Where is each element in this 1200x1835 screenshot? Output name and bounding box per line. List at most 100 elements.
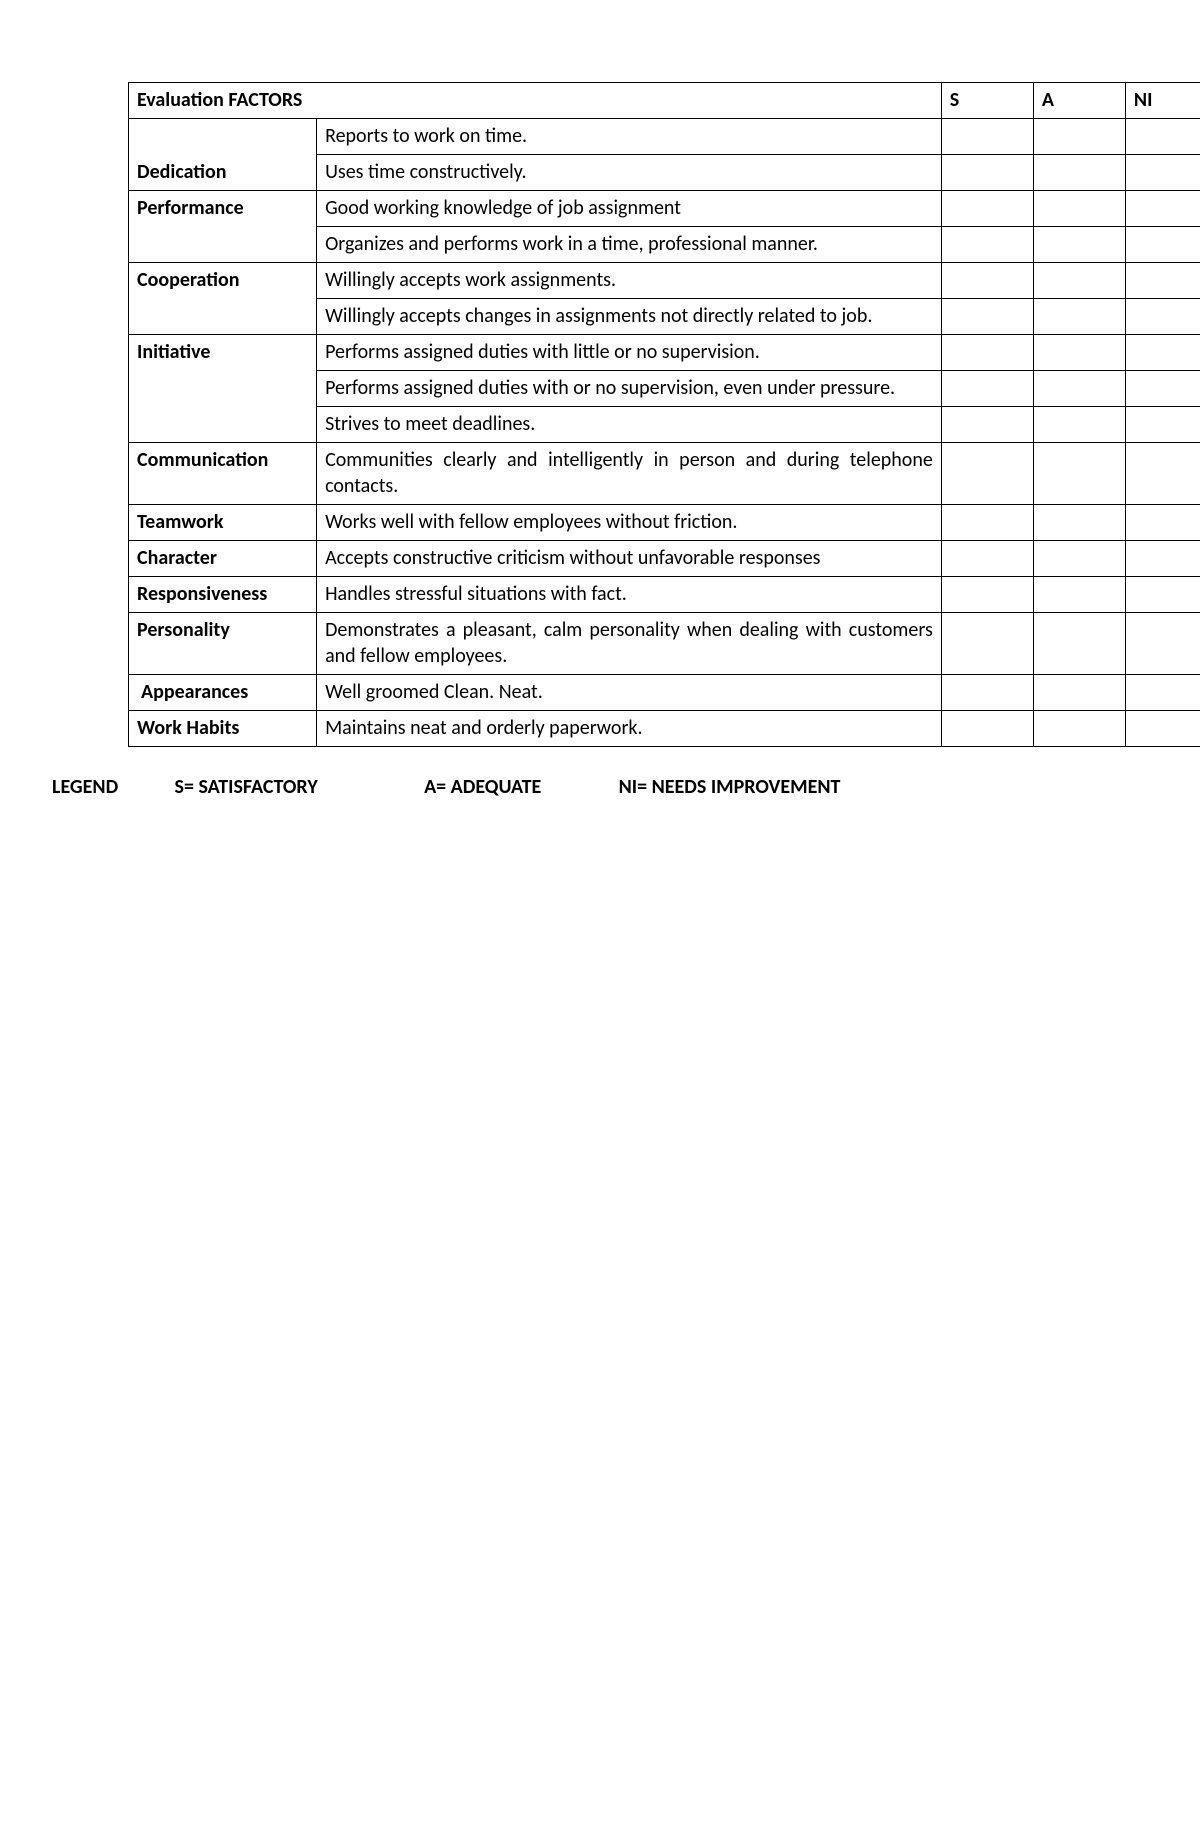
legend-s: S= SATISFACTORY <box>175 775 420 799</box>
rating-s-cell[interactable] <box>941 675 1033 711</box>
rating-s-cell[interactable] <box>941 263 1033 299</box>
factor-cell: Dedication <box>129 155 317 191</box>
factor-cell: Work Habits <box>129 711 317 747</box>
description-cell: Handles stressful situations with fact. <box>317 577 942 613</box>
description-cell: Communities clearly and intelligently in… <box>317 443 942 505</box>
rating-s-cell[interactable] <box>941 505 1033 541</box>
rating-a-cell[interactable] <box>1033 263 1125 299</box>
factor-cell: Communication <box>129 443 317 505</box>
rating-a-cell[interactable] <box>1033 711 1125 747</box>
table-row: InitiativePerforms assigned duties with … <box>129 335 1200 371</box>
description-cell: Maintains neat and orderly paperwork. <box>317 711 942 747</box>
rating-a-cell[interactable] <box>1033 443 1125 505</box>
rating-s-cell[interactable] <box>941 407 1033 443</box>
description-cell: Well groomed Clean. Neat. <box>317 675 942 711</box>
table-row: DedicationUses time constructively. <box>129 155 1200 191</box>
rating-ni-cell[interactable] <box>1125 577 1200 613</box>
rating-ni-cell[interactable] <box>1125 227 1200 263</box>
table-row: ResponsivenessHandles stressful situatio… <box>129 577 1200 613</box>
description-cell: Performs assigned duties with or no supe… <box>317 371 942 407</box>
description-cell: Strives to meet deadlines. <box>317 407 942 443</box>
description-cell: Performs assigned duties with little or … <box>317 335 942 371</box>
rating-ni-cell[interactable] <box>1125 371 1200 407</box>
rating-s-cell[interactable] <box>941 335 1033 371</box>
rating-s-cell[interactable] <box>941 371 1033 407</box>
description-cell: Willingly accepts changes in assignments… <box>317 299 942 335</box>
rating-a-cell[interactable] <box>1033 299 1125 335</box>
rating-ni-cell[interactable] <box>1125 299 1200 335</box>
rating-a-cell[interactable] <box>1033 541 1125 577</box>
factor-cell: Performance <box>129 191 317 263</box>
legend-a: A= ADEQUATE <box>424 775 614 799</box>
rating-s-cell[interactable] <box>941 443 1033 505</box>
legend: LEGEND S= SATISFACTORY A= ADEQUATE NI= N… <box>52 775 1200 799</box>
header-title: Evaluation FACTORS <box>129 83 942 119</box>
evaluation-table-body: Evaluation FACTORSSANIReports to work on… <box>129 83 1200 747</box>
description-cell: Good working knowledge of job assignment <box>317 191 942 227</box>
rating-s-cell[interactable] <box>941 227 1033 263</box>
rating-s-cell[interactable] <box>941 711 1033 747</box>
evaluation-table: Evaluation FACTORSSANIReports to work on… <box>128 82 1200 747</box>
rating-s-cell[interactable] <box>941 541 1033 577</box>
description-cell: Willingly accepts work assignments. <box>317 263 942 299</box>
rating-ni-cell[interactable] <box>1125 155 1200 191</box>
legend-title: LEGEND <box>52 775 170 799</box>
table-row: PersonalityDemonstrates a pleasant, calm… <box>129 613 1200 675</box>
rating-s-cell[interactable] <box>941 299 1033 335</box>
factor-cell: Character <box>129 541 317 577</box>
rating-ni-cell[interactable] <box>1125 407 1200 443</box>
description-cell: Uses time constructively. <box>317 155 942 191</box>
page: Evaluation FACTORSSANIReports to work on… <box>0 0 1200 1835</box>
rating-a-cell[interactable] <box>1033 119 1125 155</box>
rating-ni-cell[interactable] <box>1125 613 1200 675</box>
table-row: CooperationWillingly accepts work assign… <box>129 263 1200 299</box>
rating-s-cell[interactable] <box>941 191 1033 227</box>
description-cell: Organizes and performs work in a time, p… <box>317 227 942 263</box>
table-row: Work HabitsMaintains neat and orderly pa… <box>129 711 1200 747</box>
description-cell: Reports to work on time. <box>317 119 942 155</box>
description-cell: Demonstrates a pleasant, calm personalit… <box>317 613 942 675</box>
rating-a-cell[interactable] <box>1033 227 1125 263</box>
factor-cell: Cooperation <box>129 263 317 335</box>
evaluation-table-wrap: Evaluation FACTORSSANIReports to work on… <box>128 82 1200 747</box>
header-col-ni: NI <box>1125 83 1200 119</box>
rating-s-cell[interactable] <box>941 155 1033 191</box>
rating-a-cell[interactable] <box>1033 675 1125 711</box>
rating-a-cell[interactable] <box>1033 155 1125 191</box>
rating-ni-cell[interactable] <box>1125 505 1200 541</box>
factor-cell: Appearances <box>129 675 317 711</box>
factor-cell: Teamwork <box>129 505 317 541</box>
rating-a-cell[interactable] <box>1033 191 1125 227</box>
table-row: Reports to work on time. <box>129 119 1200 155</box>
header-col-a: A <box>1033 83 1125 119</box>
header-col-s: S <box>941 83 1033 119</box>
rating-s-cell[interactable] <box>941 613 1033 675</box>
table-row: CharacterAccepts constructive criticism … <box>129 541 1200 577</box>
factor-cell: Personality <box>129 613 317 675</box>
rating-a-cell[interactable] <box>1033 577 1125 613</box>
factor-cell: Responsiveness <box>129 577 317 613</box>
rating-a-cell[interactable] <box>1033 505 1125 541</box>
rating-s-cell[interactable] <box>941 577 1033 613</box>
table-row: AppearancesWell groomed Clean. Neat. <box>129 675 1200 711</box>
factor-cell <box>129 119 317 155</box>
rating-a-cell[interactable] <box>1033 613 1125 675</box>
rating-ni-cell[interactable] <box>1125 675 1200 711</box>
legend-ni: NI= NEEDS IMPROVEMENT <box>619 775 841 799</box>
rating-a-cell[interactable] <box>1033 407 1125 443</box>
rating-ni-cell[interactable] <box>1125 119 1200 155</box>
rating-ni-cell[interactable] <box>1125 263 1200 299</box>
rating-a-cell[interactable] <box>1033 371 1125 407</box>
rating-s-cell[interactable] <box>941 119 1033 155</box>
rating-ni-cell[interactable] <box>1125 711 1200 747</box>
rating-ni-cell[interactable] <box>1125 335 1200 371</box>
rating-a-cell[interactable] <box>1033 335 1125 371</box>
rating-ni-cell[interactable] <box>1125 541 1200 577</box>
factor-cell: Initiative <box>129 335 317 443</box>
table-header-row: Evaluation FACTORSSANI <box>129 83 1200 119</box>
rating-ni-cell[interactable] <box>1125 191 1200 227</box>
table-row: PerformanceGood working knowledge of job… <box>129 191 1200 227</box>
rating-ni-cell[interactable] <box>1125 443 1200 505</box>
description-cell: Accepts constructive criticism without u… <box>317 541 942 577</box>
table-row: CommunicationCommunities clearly and int… <box>129 443 1200 505</box>
